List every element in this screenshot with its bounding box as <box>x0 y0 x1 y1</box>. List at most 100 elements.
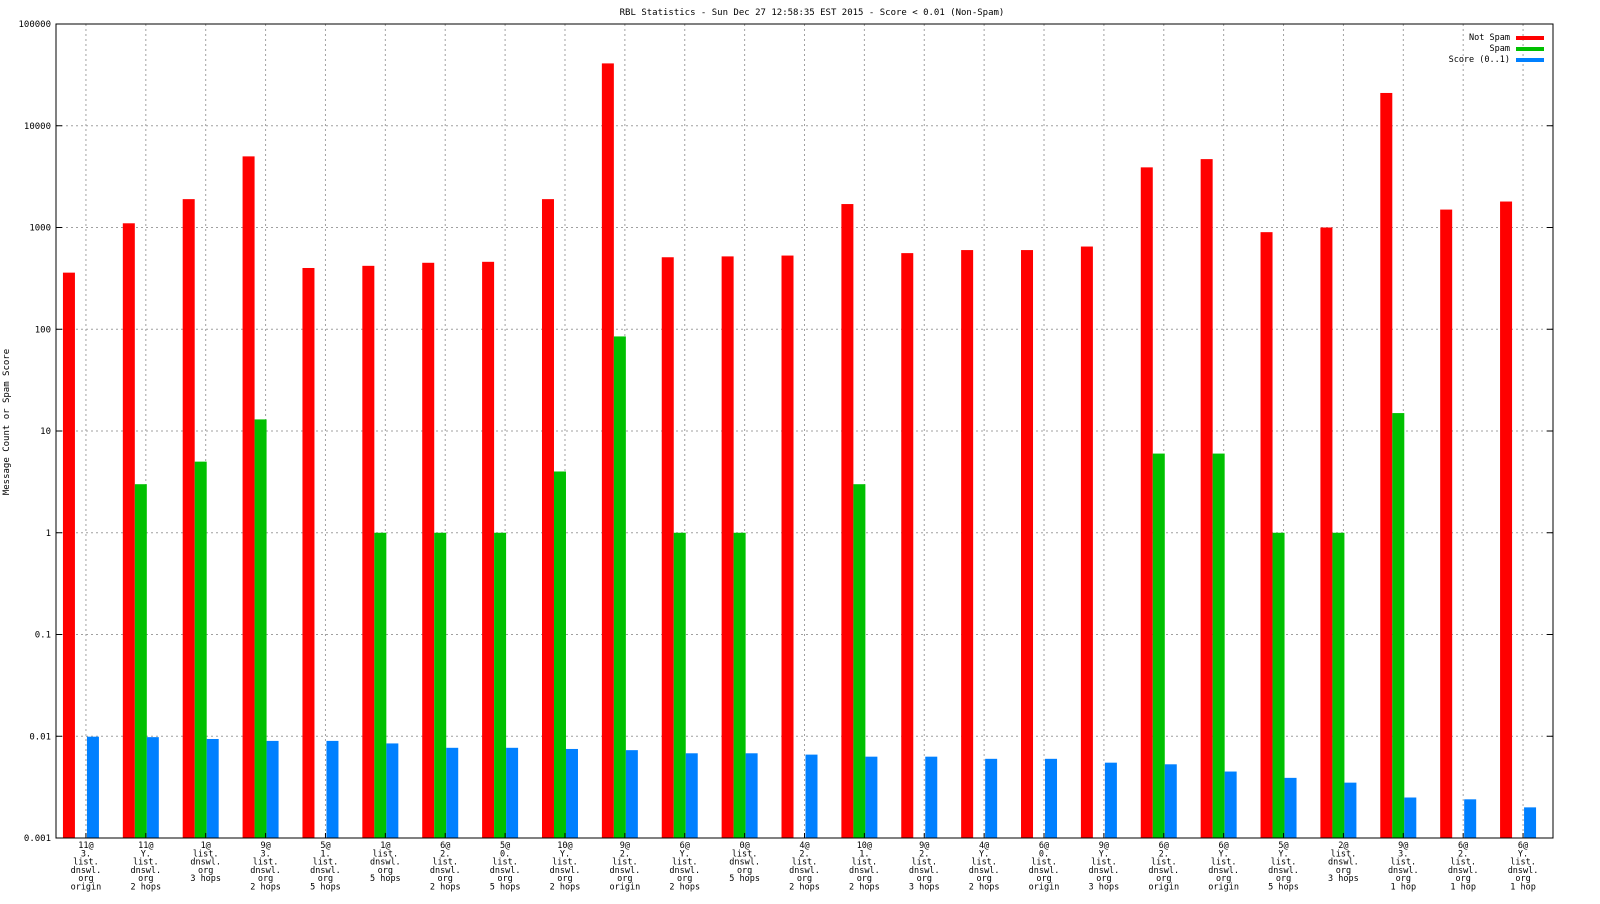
category-label-line: 11@ <box>78 841 93 851</box>
category-label-line: org <box>1096 874 1111 884</box>
category-label-line: dnswl. <box>1388 866 1419 876</box>
category-label-line: dnswl. <box>250 866 281 876</box>
x-category-label: 5@ 1. list. dnswl. org 5 hops <box>310 841 341 893</box>
category-label-line: 3 hops <box>1089 883 1120 893</box>
x-category-label: 4@ 2. list. dnswl. org 2 hops <box>789 841 820 893</box>
bar-spam <box>733 532 746 838</box>
category-label-line: 9@ <box>1099 841 1109 851</box>
category-label-line: 2. <box>919 849 929 859</box>
category-label-line: list. <box>612 858 638 868</box>
bar-spam <box>1392 413 1405 838</box>
x-category-label: 6@ 2. list. dnswl. org 2 hops <box>430 841 461 893</box>
category-label-line: dnswl. <box>669 866 700 876</box>
y-tick-label: 100000 <box>18 20 51 30</box>
category-label-line: org <box>617 874 632 884</box>
category-label-line: 2@ <box>1338 841 1348 851</box>
bar-not-spam <box>781 255 794 838</box>
category-label-line: Y. <box>560 849 570 859</box>
category-label-line: dnswl. <box>370 858 401 868</box>
bar-score-0-1 <box>206 738 219 838</box>
y-tick-label: 0.01 <box>29 732 51 742</box>
category-label-line: org <box>318 874 333 884</box>
legend-label: Score (0..1) <box>1449 55 1510 65</box>
category-label-line: org <box>78 874 93 884</box>
category-label-line: Y. <box>141 849 151 859</box>
category-label-line: 2. <box>1458 849 1468 859</box>
category-label-line: list. <box>1510 858 1536 868</box>
y-tick-label: 10000 <box>24 122 51 132</box>
bar-score-0-1 <box>1284 777 1297 838</box>
x-category-label: 2@ list. dnswl. org 3 hops <box>1328 841 1359 884</box>
bar-score-0-1 <box>1524 807 1537 838</box>
category-label-line: origin <box>1208 883 1239 893</box>
category-label-line: dnswl. <box>130 866 161 876</box>
category-label-line: dnswl. <box>849 866 880 876</box>
category-label-line: 2 hops <box>789 883 820 893</box>
category-label-line: 10@ <box>557 841 572 851</box>
category-label-line: list. <box>732 849 758 859</box>
bar-score-0-1 <box>925 756 938 838</box>
category-label-line: origin <box>610 883 641 893</box>
category-label-line: dnswl. <box>71 866 102 876</box>
x-category-label: 6@ 2. list. dnswl. org origin <box>1148 841 1179 893</box>
x-category-label: 6@ Y. list. dnswl. org 2 hops <box>669 841 700 893</box>
bar-not-spam <box>1440 209 1453 839</box>
y-tick-label: 1 <box>46 529 51 539</box>
category-label-line: list. <box>971 858 997 868</box>
category-label-line: 6@ <box>1159 841 1169 851</box>
category-label-line: list. <box>672 858 698 868</box>
category-label-line: dnswl. <box>190 858 221 868</box>
bar-not-spam <box>182 199 195 838</box>
category-label-line: 2. <box>799 849 809 859</box>
category-label-line: org <box>438 874 453 884</box>
category-label-line: dnswl. <box>1448 866 1479 876</box>
category-label-line: dnswl. <box>1268 866 1299 876</box>
category-label-line: list. <box>1151 858 1177 868</box>
category-label-line: 3. <box>1398 849 1408 859</box>
category-label-line: dnswl. <box>610 866 641 876</box>
bar-spam <box>673 532 686 838</box>
bar-score-0-1 <box>745 753 758 838</box>
category-label-line: list. <box>1450 858 1476 868</box>
category-label-line: 6@ <box>440 841 450 851</box>
x-category-label: 9@ 2. list. dnswl. org origin <box>610 841 641 893</box>
y-tick-label: 0.1 <box>35 631 51 641</box>
category-label-line: 1 hop <box>1510 883 1536 893</box>
category-label-line: 1 hop <box>1450 883 1476 893</box>
category-label-line: org <box>1276 874 1291 884</box>
category-label-line: origin <box>1148 883 1179 893</box>
category-label-line: 6@ <box>1458 841 1468 851</box>
category-label-line: 2 hops <box>250 883 281 893</box>
category-label-line: 3 hops <box>190 874 221 884</box>
bar-not-spam <box>122 223 135 838</box>
category-label-line: list. <box>1031 858 1057 868</box>
category-label-line: 2. <box>1159 849 1169 859</box>
bar-spam <box>1272 532 1285 838</box>
bar-score-0-1 <box>1344 782 1357 838</box>
x-category-label: 9@ Y. list. dnswl. org 3 hops <box>1089 841 1120 893</box>
category-label-line: org <box>737 866 752 876</box>
category-label-line: dnswl. <box>1208 866 1239 876</box>
category-label-line: org <box>1456 874 1471 884</box>
chart-title: RBL Statistics - Sun Dec 27 12:58:35 EST… <box>620 8 1005 18</box>
category-label-line: 2 hops <box>669 883 700 893</box>
bar-not-spam <box>1080 246 1093 838</box>
y-tick-label: 1000 <box>29 224 51 234</box>
bar-spam <box>134 484 147 838</box>
bar-not-spam <box>601 63 614 839</box>
bar-spam <box>1212 453 1225 838</box>
category-label-line: 2 hops <box>430 883 461 893</box>
bar-not-spam <box>422 262 435 838</box>
y-tick-label: 0.001 <box>24 834 51 844</box>
category-label-line: list. <box>73 858 99 868</box>
bar-not-spam <box>1200 159 1213 839</box>
category-label-line: list. <box>552 858 578 868</box>
bar-not-spam <box>541 199 554 838</box>
bar-not-spam <box>62 272 75 838</box>
category-label-line: 9@ <box>919 841 929 851</box>
category-label-line: 1@ <box>380 841 390 851</box>
category-label-line: list. <box>911 858 937 868</box>
category-label-line: dnswl. <box>729 858 760 868</box>
category-label-line: Y. <box>680 849 690 859</box>
